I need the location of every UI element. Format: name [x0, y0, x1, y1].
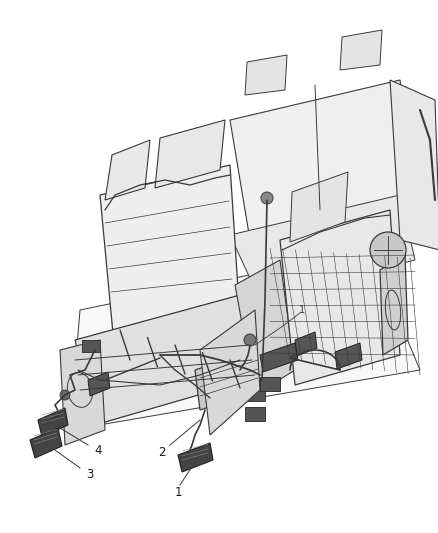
Polygon shape [195, 350, 260, 410]
Polygon shape [70, 250, 420, 430]
Polygon shape [235, 260, 295, 395]
Polygon shape [230, 80, 415, 240]
Polygon shape [260, 343, 298, 372]
Polygon shape [245, 55, 287, 95]
Polygon shape [230, 195, 415, 300]
Polygon shape [380, 255, 408, 355]
FancyBboxPatch shape [245, 407, 265, 421]
Text: 1: 1 [174, 486, 182, 498]
Polygon shape [155, 120, 225, 188]
Polygon shape [38, 408, 68, 437]
Text: 4: 4 [94, 443, 102, 456]
Text: 2: 2 [158, 446, 166, 458]
Polygon shape [60, 340, 105, 445]
Text: 1: 1 [299, 305, 305, 315]
Polygon shape [100, 165, 240, 355]
Polygon shape [200, 310, 260, 435]
Text: 3: 3 [86, 467, 94, 481]
Polygon shape [178, 443, 213, 472]
Polygon shape [75, 295, 250, 425]
FancyBboxPatch shape [82, 340, 100, 352]
Circle shape [370, 232, 406, 268]
Polygon shape [340, 30, 382, 70]
FancyBboxPatch shape [245, 387, 265, 401]
Polygon shape [210, 338, 243, 367]
Polygon shape [30, 428, 62, 458]
Circle shape [244, 334, 256, 346]
FancyBboxPatch shape [260, 377, 280, 391]
Polygon shape [390, 80, 438, 250]
Polygon shape [335, 343, 362, 369]
Polygon shape [295, 332, 317, 356]
Circle shape [60, 390, 70, 400]
Polygon shape [290, 172, 348, 242]
Polygon shape [88, 372, 110, 396]
Circle shape [261, 192, 273, 204]
Polygon shape [280, 210, 400, 385]
Polygon shape [105, 140, 150, 200]
